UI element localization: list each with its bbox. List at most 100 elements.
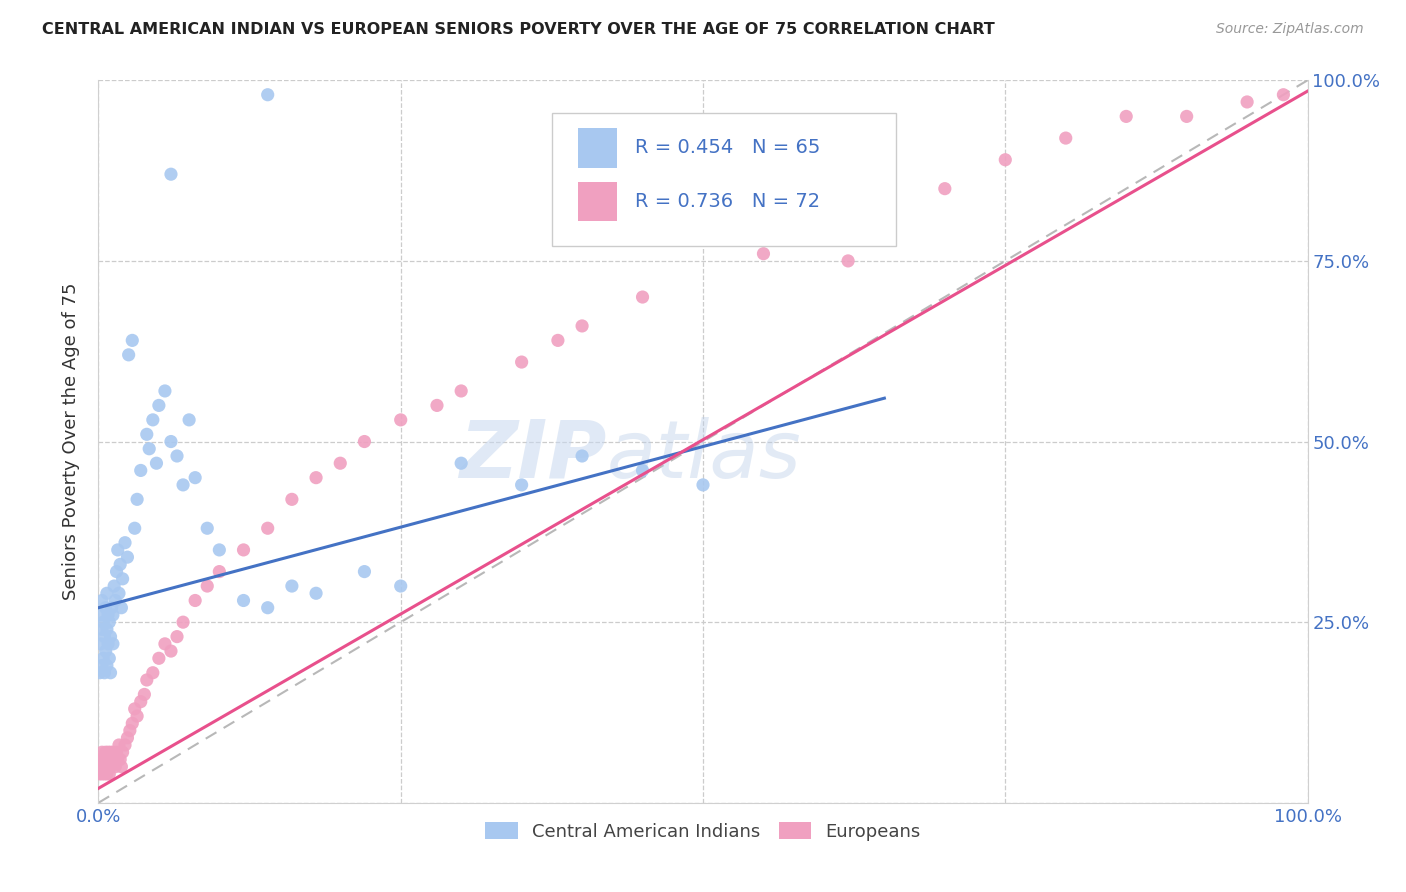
Point: [1175, 110, 1198, 124]
Point: [104, 760, 127, 774]
Text: atlas: atlas: [606, 417, 801, 495]
Y-axis label: Seniors Poverty Over the Age of 75: Seniors Poverty Over the Age of 75: [62, 283, 80, 600]
Point: [108, 752, 131, 766]
Point: [142, 665, 165, 680]
Point: [166, 449, 188, 463]
Point: [129, 463, 152, 477]
Point: [135, 427, 157, 442]
Point: [97, 607, 120, 622]
Point: [91, 767, 114, 781]
Text: R = 0.454   N = 65: R = 0.454 N = 65: [636, 138, 821, 157]
Point: [281, 492, 304, 507]
Point: [160, 434, 183, 449]
Point: [353, 565, 375, 579]
Point: [153, 384, 176, 398]
Point: [90, 607, 112, 622]
Point: [114, 535, 136, 549]
Point: [837, 253, 859, 268]
Point: [160, 644, 183, 658]
Point: [105, 565, 128, 579]
Point: [100, 600, 122, 615]
Point: [129, 695, 152, 709]
Point: [145, 456, 167, 470]
Text: R = 0.736   N = 72: R = 0.736 N = 72: [636, 192, 821, 211]
Point: [510, 478, 533, 492]
Point: [124, 521, 146, 535]
Point: [117, 731, 139, 745]
Point: [107, 542, 129, 557]
Point: [108, 586, 131, 600]
Point: [96, 658, 118, 673]
Point: [101, 607, 124, 622]
Point: [138, 442, 160, 456]
Point: [96, 767, 118, 781]
Point: [305, 586, 328, 600]
Point: [179, 413, 201, 427]
Point: [108, 738, 131, 752]
Point: [93, 767, 115, 781]
Point: [91, 752, 114, 766]
Point: [94, 760, 117, 774]
Point: [1115, 110, 1137, 124]
Point: [118, 723, 141, 738]
Point: [547, 334, 569, 348]
Point: [134, 687, 156, 701]
Point: [510, 355, 533, 369]
Point: [1236, 95, 1258, 109]
Point: [1054, 131, 1077, 145]
FancyBboxPatch shape: [578, 182, 617, 221]
Point: [98, 752, 121, 766]
Point: [101, 637, 124, 651]
Point: [107, 752, 129, 766]
Text: ZIP: ZIP: [458, 417, 606, 495]
Point: [90, 637, 112, 651]
Point: [389, 579, 412, 593]
Point: [91, 593, 114, 607]
Point: [752, 246, 775, 260]
Point: [110, 760, 132, 774]
Point: [94, 745, 117, 759]
Point: [104, 593, 127, 607]
Point: [281, 579, 304, 593]
Point: [93, 752, 115, 766]
Point: [101, 745, 124, 759]
Point: [166, 630, 188, 644]
Point: [124, 702, 146, 716]
Point: [93, 630, 115, 644]
Point: [160, 167, 183, 181]
Point: [256, 521, 278, 535]
Point: [232, 542, 254, 557]
Point: [103, 752, 125, 766]
Point: [256, 87, 278, 102]
Point: [111, 745, 134, 759]
Point: [89, 665, 111, 680]
Point: [93, 665, 115, 680]
Point: [103, 579, 125, 593]
Point: [117, 550, 139, 565]
Point: [1272, 87, 1295, 102]
Point: [184, 593, 207, 607]
Point: [172, 478, 194, 492]
Point: [105, 745, 128, 759]
Point: [994, 153, 1017, 167]
Point: [195, 521, 218, 535]
Point: [96, 752, 118, 766]
Point: [148, 398, 170, 412]
Point: [208, 565, 231, 579]
Point: [195, 579, 218, 593]
Point: [353, 434, 375, 449]
FancyBboxPatch shape: [578, 128, 617, 168]
Point: [142, 413, 165, 427]
Point: [100, 630, 122, 644]
Point: [692, 478, 714, 492]
Point: [934, 182, 956, 196]
FancyBboxPatch shape: [551, 112, 897, 246]
Point: [631, 463, 654, 477]
Point: [96, 623, 118, 637]
Point: [118, 348, 141, 362]
Point: [208, 542, 231, 557]
Point: [98, 767, 121, 781]
Point: [108, 558, 131, 572]
Point: [121, 334, 143, 348]
Point: [114, 738, 136, 752]
